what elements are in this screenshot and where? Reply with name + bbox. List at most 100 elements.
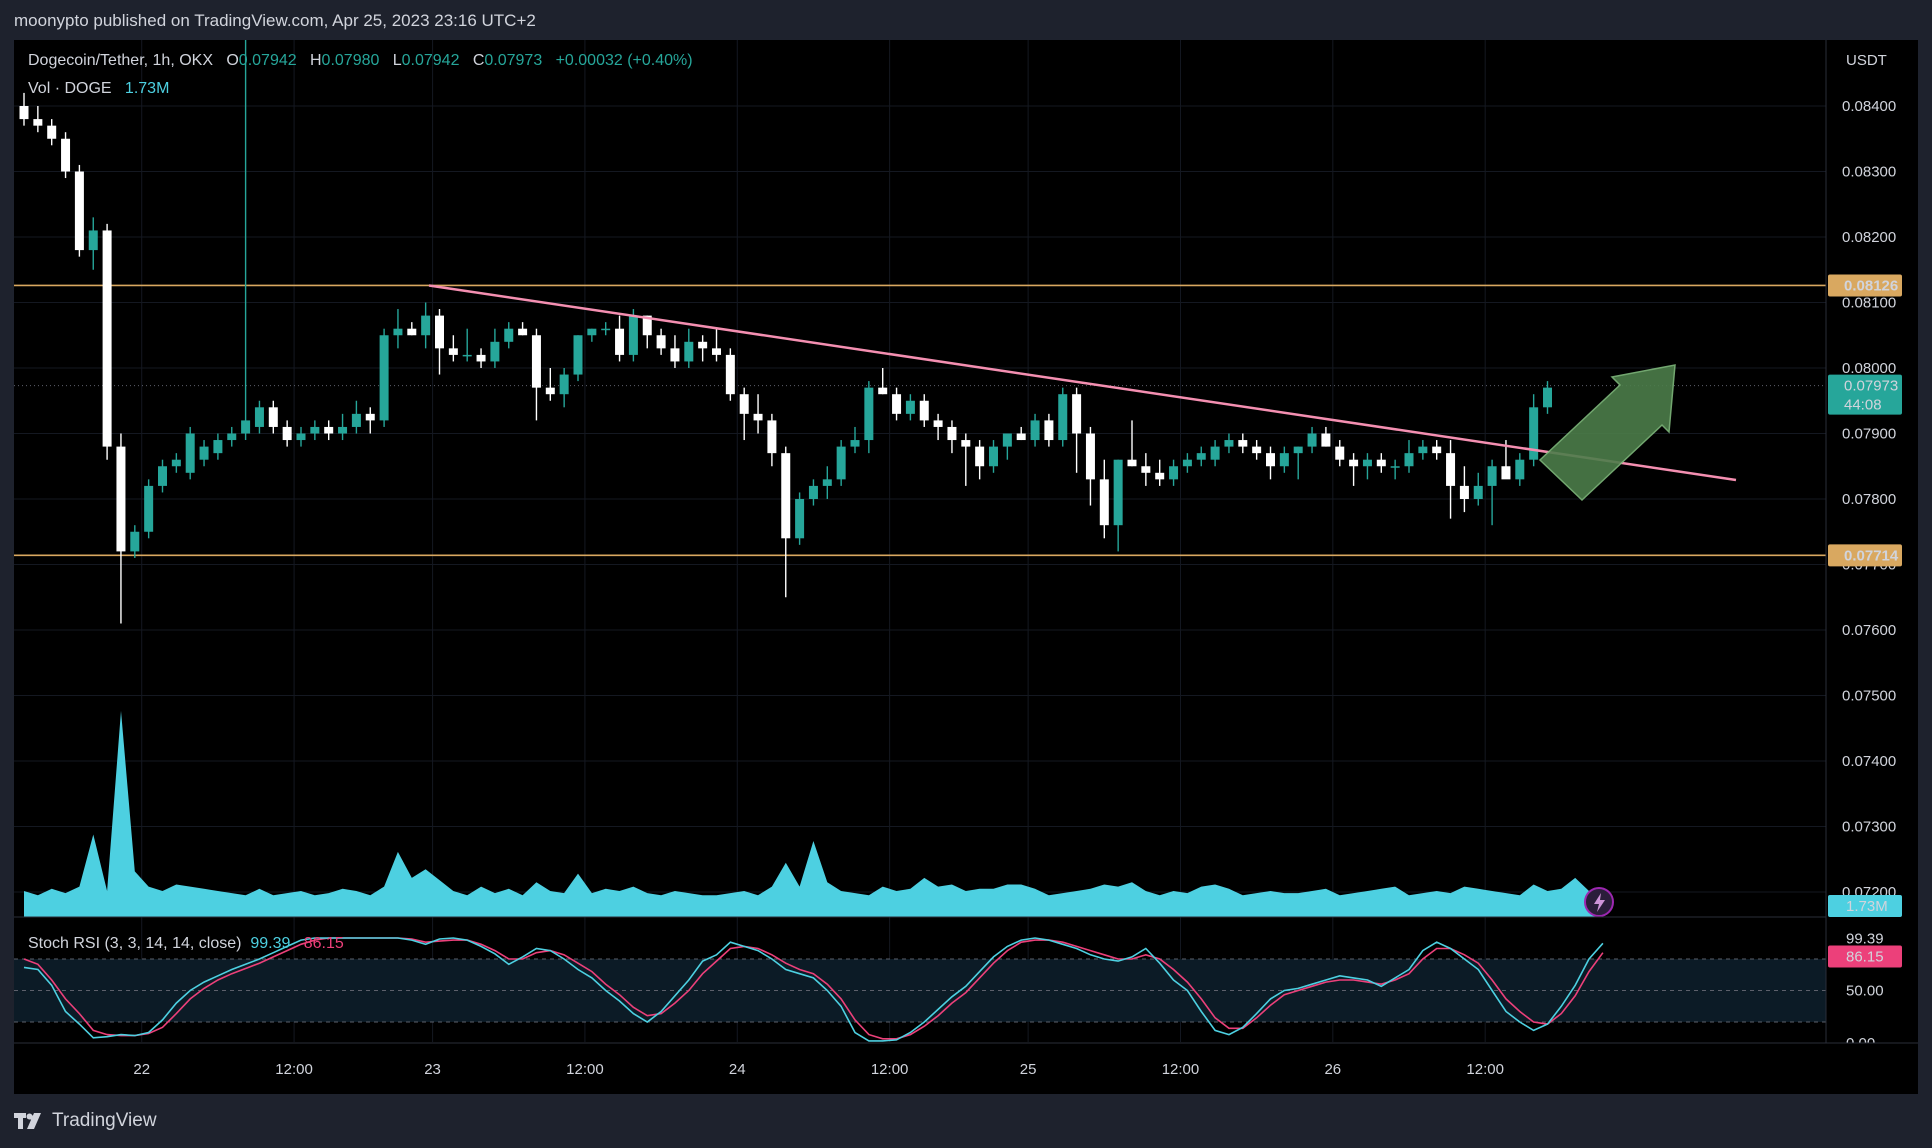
trendline-layer[interactable] [428, 284, 1737, 482]
candle [171, 453, 181, 473]
candle-body [587, 328, 597, 336]
candle-body [642, 315, 652, 336]
candle-body [61, 138, 71, 172]
candle [1487, 459, 1497, 526]
candle [615, 315, 625, 362]
candle [365, 407, 375, 434]
candle-body [185, 433, 195, 473]
candle [1238, 433, 1248, 454]
descending-trendline [428, 284, 1737, 482]
candle-body [1487, 466, 1497, 486]
candle-body [518, 328, 528, 336]
candle-body [1293, 446, 1303, 454]
price-axis[interactable]: USDT0.084000.083000.082000.081000.080000… [1825, 40, 1918, 1094]
candle-body [892, 394, 902, 414]
tradingview-brand[interactable]: TradingView [14, 1110, 157, 1132]
candle [919, 394, 929, 427]
stoch-k-value: 99.39 [250, 935, 291, 952]
footer-bar [0, 1094, 1932, 1148]
volume-value: 1.73M [124, 80, 170, 97]
stoch-d-tag-bg [1828, 945, 1902, 968]
candle-body [351, 413, 361, 427]
candle-body [144, 485, 154, 532]
candle [19, 92, 29, 126]
candle [1293, 446, 1303, 480]
rsi-tick-label: 50.00 [1846, 983, 1884, 1000]
support-price-tag: 0.07714 [1844, 547, 1899, 564]
candle-body [1058, 394, 1068, 441]
candle [1543, 381, 1552, 414]
candle [1141, 453, 1151, 486]
bar-countdown: 44:08 [1844, 397, 1882, 414]
candle-body [88, 230, 98, 251]
candle [1279, 446, 1289, 473]
candle [435, 309, 444, 375]
time-axis[interactable]: 22 12:00 23 12:00 24 12:00 25 12:00 26 12:00 [14, 1042, 1918, 1094]
grid [14, 40, 1826, 1042]
candle [227, 426, 237, 447]
chart-canvas[interactable]: USDT0.084000.083000.082000.081000.080000… [14, 40, 1918, 1094]
price-tick-label: 0.08400 [1842, 98, 1896, 115]
candle-body [573, 335, 583, 375]
time-axis-bg [14, 1043, 1918, 1094]
candle [1016, 426, 1026, 441]
stoch-d-line [23, 937, 1604, 1040]
stoch-rsi-pane [14, 916, 1826, 1042]
volume-tag: 1.73M [1846, 898, 1888, 915]
candle-body [698, 341, 708, 349]
lightning-glyph-icon [1594, 893, 1605, 912]
candle [1182, 453, 1192, 473]
support-price-tag-bg [1828, 544, 1902, 567]
candle [1127, 420, 1137, 467]
tradingview-logo-icon [14, 1113, 41, 1129]
candle [1515, 453, 1525, 486]
candle [1390, 459, 1400, 480]
candle [393, 309, 403, 349]
candle [892, 387, 902, 421]
candle [628, 309, 638, 362]
candle [1459, 466, 1469, 513]
candle-body [1529, 407, 1539, 460]
candle [144, 479, 154, 539]
open-label: O [226, 52, 239, 69]
candle-body [989, 446, 998, 467]
candle [1404, 440, 1414, 473]
candle-body [1418, 446, 1428, 454]
time-tick-label: 24 [729, 1061, 746, 1078]
candle [684, 328, 694, 368]
candle-body [1085, 433, 1095, 480]
candle [324, 420, 334, 441]
price-axis-bg [1826, 40, 1918, 1094]
candle [518, 322, 528, 336]
candle-body [905, 400, 915, 414]
time-tick-label: 26 [1324, 1061, 1341, 1078]
candle [88, 217, 98, 270]
open-value: 0.07942 [238, 52, 297, 69]
close-value: 0.07973 [484, 52, 543, 69]
volume-legend: Vol · DOGE 1.73M [28, 80, 169, 98]
arrow-layer[interactable] [1538, 364, 1676, 502]
symbol-title: Dogecoin/Tether, 1h, OKX [28, 52, 213, 69]
candle-body [448, 348, 458, 355]
candle [1085, 426, 1095, 506]
candle-body [1266, 453, 1275, 467]
candle-body [1432, 446, 1442, 454]
candle [213, 433, 223, 460]
brand-name: TradingView [52, 1110, 157, 1131]
close-label: C [472, 52, 485, 69]
candle [1266, 446, 1275, 480]
candle [379, 328, 389, 427]
chart-frame[interactable]: USDT 0.08400 0.08300 0.08200 0.08100 0.08000 0… [14, 40, 1918, 1094]
candle [421, 302, 431, 349]
candle-body [365, 413, 375, 421]
candle [476, 348, 486, 368]
candle-body [739, 394, 749, 414]
candle-body [435, 315, 444, 349]
candle [947, 420, 957, 454]
last-price-tag-bg [1828, 374, 1902, 415]
candle-body [1362, 459, 1372, 467]
candle-body [545, 387, 555, 395]
price-tick-label: 0.08300 [1842, 164, 1896, 181]
candle-body [1044, 420, 1054, 441]
horizontal-levels[interactable] [14, 284, 1826, 557]
